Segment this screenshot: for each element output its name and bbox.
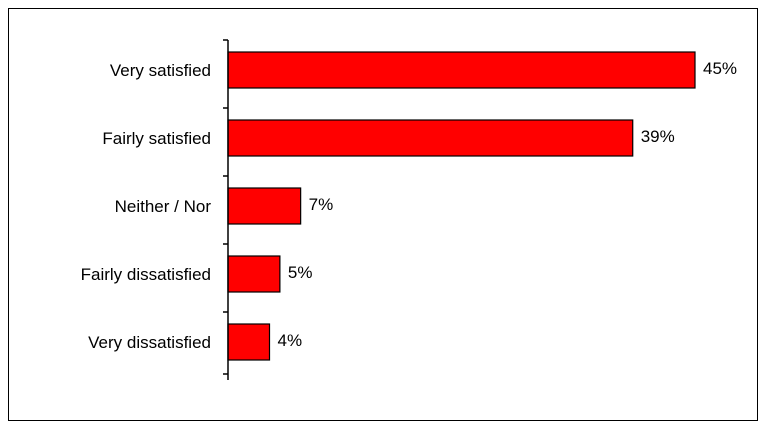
category-label-fairly-satisfied: Fairly satisfied	[102, 129, 211, 148]
value-label-fairly-dissatisfied: 5%	[288, 263, 313, 282]
value-label-very-dissatisfied: 4%	[278, 331, 303, 350]
category-label-fairly-dissatisfied: Fairly dissatisfied	[81, 265, 211, 284]
bar-very-dissatisfied	[227, 323, 271, 361]
bars-layer	[227, 51, 696, 361]
value-label-fairly-satisfied: 39%	[641, 127, 675, 146]
category-label-neither-nor: Neither / Nor	[115, 197, 212, 216]
category-label-very-satisfied: Very satisfied	[110, 61, 211, 80]
bar-fairly-dissatisfied	[227, 255, 281, 293]
bar-very-satisfied	[227, 51, 696, 89]
value-label-very-satisfied: 45%	[703, 59, 737, 78]
category-label-very-dissatisfied: Very dissatisfied	[88, 333, 211, 352]
labels-layer: Very satisfied 45% Fairly satisfied 39% Neit…	[81, 59, 737, 352]
bar-fairly-satisfied	[227, 119, 634, 157]
bar-neither-nor	[227, 187, 302, 225]
category-axis	[223, 39, 229, 380]
value-label-neither-nor: 7%	[309, 195, 334, 214]
